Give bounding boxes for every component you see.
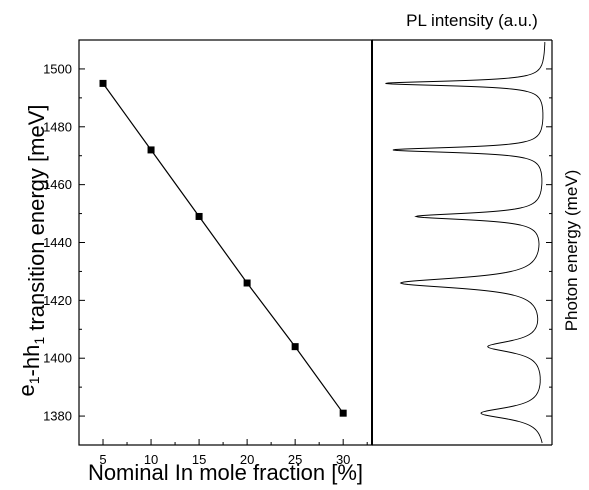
- transition-energy-plot: 1380 1400 1420 1440 1460 1480 1500 5 10 15 20 25 30: [43, 39, 373, 467]
- pl-spectrum-line: [385, 41, 546, 444]
- y-tick-label: 1440: [43, 235, 72, 250]
- y-tick-label: 1500: [43, 61, 72, 76]
- y-tick-label: 1480: [43, 119, 72, 134]
- x-axis-title: Nominal In mole fraction [%]: [88, 460, 363, 485]
- data-point: [147, 146, 155, 154]
- y-tick-label: 1400: [43, 351, 72, 366]
- data-point: [99, 79, 107, 87]
- pl-intensity-title: PL intensity (a.u.): [406, 11, 538, 30]
- x-tick-label: 10: [144, 452, 158, 467]
- x-tick-label: 25: [288, 452, 302, 467]
- data-point: [291, 343, 299, 351]
- series-line: [102, 83, 344, 414]
- x-tick-label: 15: [192, 452, 206, 467]
- y-axis-title-subscript: 1: [26, 376, 42, 384]
- pl-spectrum-plot: [371, 39, 553, 446]
- data-point: [195, 212, 203, 220]
- y-tick-label: 1460: [43, 177, 72, 192]
- y-axis-title-part: e: [14, 384, 39, 396]
- data-point: [339, 409, 347, 417]
- left-plot-frame: [78, 39, 373, 446]
- photon-energy-title: Photon energy (meV): [562, 170, 581, 332]
- y-axis-title-subscript: 1: [31, 337, 47, 345]
- y-tick-label: 1380: [43, 409, 72, 424]
- x-tick-label: 20: [240, 452, 254, 467]
- x-tick-label: 30: [336, 452, 350, 467]
- y-tick-label: 1420: [43, 293, 72, 308]
- data-point: [243, 279, 251, 287]
- y-axis-title-part: transition energy [meV]: [24, 105, 49, 337]
- x-tick-label: 5: [99, 452, 106, 467]
- y-axis-title-part: -hh: [19, 345, 44, 377]
- axis-titles: Nominal In mole fraction [%] e1-hh1 tran…: [14, 11, 581, 485]
- y-axis-title: e1-hh1 transition energy [meV]: [14, 105, 49, 397]
